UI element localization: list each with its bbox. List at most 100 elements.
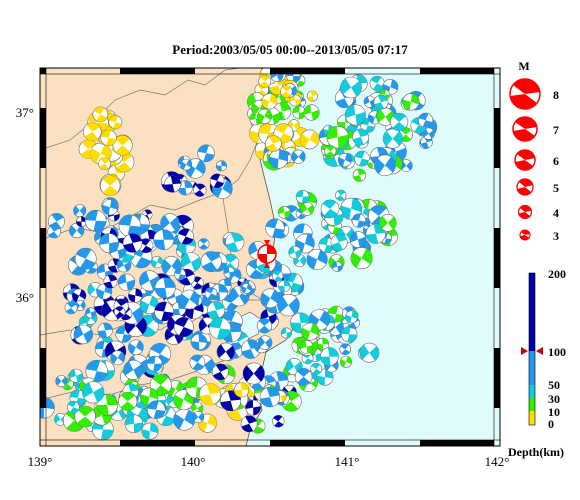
focal-mechanism-marker[interactable] <box>365 223 386 244</box>
focal-mechanism-marker[interactable] <box>177 180 193 196</box>
focal-mechanism-marker[interactable] <box>96 394 118 416</box>
focal-mechanism-marker[interactable] <box>265 135 282 152</box>
focal-mechanism-marker[interactable] <box>351 213 367 228</box>
focal-mechanism-marker[interactable] <box>211 363 229 381</box>
focal-mechanism-marker[interactable] <box>331 261 343 272</box>
focal-mechanism-marker[interactable] <box>74 247 97 270</box>
focal-mechanism-marker[interactable] <box>68 368 84 383</box>
focal-mechanism-marker[interactable] <box>339 343 352 356</box>
focal-mechanism-marker[interactable] <box>299 129 320 150</box>
focal-mechanism-marker[interactable] <box>47 224 61 239</box>
focal-mechanism-marker[interactable] <box>378 214 397 232</box>
focal-mechanism-marker[interactable] <box>122 233 143 253</box>
focal-mechanism-marker[interactable] <box>112 135 133 156</box>
focal-mechanism-marker[interactable] <box>192 410 205 423</box>
focal-mechanism-marker[interactable] <box>181 252 202 273</box>
focal-mechanism-marker[interactable] <box>113 306 126 318</box>
focal-mechanism-marker[interactable] <box>258 74 272 88</box>
focal-mechanism-marker[interactable] <box>146 355 163 372</box>
focal-mechanism-marker[interactable] <box>139 270 161 292</box>
focal-mechanism-marker[interactable] <box>118 391 138 411</box>
focal-mechanism-marker[interactable] <box>85 359 108 383</box>
focal-mechanism-marker[interactable] <box>146 400 166 420</box>
focal-mechanism-marker[interactable] <box>289 94 302 107</box>
focal-mechanism-marker[interactable] <box>341 326 358 343</box>
focal-mechanism-marker[interactable] <box>354 150 370 167</box>
focal-mechanism-marker[interactable] <box>123 359 144 380</box>
focal-mechanism-marker[interactable] <box>310 362 323 375</box>
focal-mechanism-marker[interactable] <box>265 218 285 238</box>
focal-mechanism-marker[interactable] <box>402 93 420 111</box>
focal-mechanism-marker[interactable] <box>299 339 314 354</box>
focal-mechanism-marker[interactable] <box>288 245 302 259</box>
focal-mechanism-marker[interactable] <box>82 381 105 404</box>
focal-mechanism-marker[interactable] <box>257 335 273 350</box>
focal-mechanism-marker[interactable] <box>301 322 320 341</box>
focal-mechanism-marker[interactable] <box>306 248 328 271</box>
focal-mechanism-marker[interactable] <box>151 256 164 269</box>
focal-mechanism-marker[interactable] <box>197 144 215 163</box>
focal-mechanism-marker[interactable] <box>240 415 258 433</box>
focal-mechanism-marker[interactable] <box>374 154 396 177</box>
focal-mechanism-marker[interactable] <box>164 175 182 193</box>
focal-mechanism-marker[interactable] <box>200 251 222 273</box>
focal-mechanism-marker[interactable] <box>180 158 193 171</box>
focal-mechanism-marker[interactable] <box>154 277 176 299</box>
focal-mechanism-marker[interactable] <box>316 368 334 386</box>
focal-mechanism-marker[interactable] <box>339 355 352 368</box>
focal-mechanism-marker[interactable] <box>272 415 285 428</box>
focal-mechanism-marker[interactable] <box>359 342 380 363</box>
focal-mechanism-marker[interactable] <box>103 274 118 289</box>
focal-mechanism-marker[interactable] <box>303 104 320 121</box>
focal-mechanism-marker[interactable] <box>98 157 111 170</box>
focal-mechanism-marker[interactable] <box>399 159 413 172</box>
focal-mechanism-marker[interactable] <box>128 288 143 303</box>
focal-mechanism-marker[interactable] <box>344 104 366 126</box>
highlight-event-marker[interactable] <box>257 240 277 268</box>
focal-mechanism-marker[interactable] <box>373 94 389 110</box>
focal-mechanism-marker[interactable] <box>198 383 222 406</box>
focal-mechanism-marker[interactable] <box>233 382 250 398</box>
focal-mechanism-marker[interactable] <box>345 310 358 324</box>
focal-mechanism-marker[interactable] <box>73 324 94 345</box>
focal-mechanism-marker[interactable] <box>349 231 367 248</box>
focal-mechanism-marker[interactable] <box>306 90 318 102</box>
focal-mechanism-marker[interactable] <box>225 232 245 252</box>
focal-mechanism-marker[interactable] <box>100 129 117 147</box>
focal-mechanism-marker[interactable] <box>189 354 206 371</box>
focal-mechanism-marker[interactable] <box>316 337 330 351</box>
focal-mechanism-marker[interactable] <box>340 76 362 99</box>
focal-mechanism-marker[interactable] <box>352 128 370 146</box>
focal-mechanism-marker[interactable] <box>241 282 252 294</box>
focal-mechanism-marker[interactable] <box>207 301 226 320</box>
focal-mechanism-marker[interactable] <box>174 268 186 281</box>
focal-mechanism-marker[interactable] <box>340 197 363 220</box>
focal-mechanism-marker[interactable] <box>124 414 144 434</box>
focal-mechanism-marker[interactable] <box>128 339 144 356</box>
focal-mechanism-marker[interactable] <box>204 287 218 300</box>
focal-mechanism-marker[interactable] <box>177 228 194 245</box>
focal-mechanism-marker[interactable] <box>190 333 208 351</box>
focal-mechanism-marker[interactable] <box>73 204 87 218</box>
focal-mechanism-marker[interactable] <box>352 168 367 182</box>
focal-mechanism-marker[interactable] <box>245 399 261 416</box>
focal-mechanism-marker[interactable] <box>330 233 348 251</box>
focal-mechanism-marker[interactable] <box>382 128 403 149</box>
focal-mechanism-marker[interactable] <box>153 229 175 251</box>
focal-mechanism-marker[interactable] <box>300 202 315 216</box>
focal-mechanism-marker[interactable] <box>220 390 242 412</box>
focal-mechanism-marker[interactable] <box>326 125 349 149</box>
focal-mechanism-marker[interactable] <box>335 189 347 201</box>
focal-mechanism-marker[interactable] <box>55 375 68 388</box>
focal-mechanism-marker[interactable] <box>191 402 204 415</box>
focal-mechanism-marker[interactable] <box>97 322 113 338</box>
focal-mechanism-marker[interactable] <box>173 316 194 337</box>
focal-mechanism-marker[interactable] <box>83 122 102 141</box>
focal-mechanism-marker[interactable] <box>84 209 107 232</box>
focal-mechanism-marker[interactable] <box>108 115 123 130</box>
focal-mechanism-marker[interactable] <box>216 342 236 361</box>
focal-mechanism-marker[interactable] <box>390 112 409 132</box>
focal-mechanism-marker[interactable] <box>278 280 291 293</box>
focal-mechanism-marker[interactable] <box>117 273 136 291</box>
focal-mechanism-marker[interactable] <box>193 183 207 197</box>
